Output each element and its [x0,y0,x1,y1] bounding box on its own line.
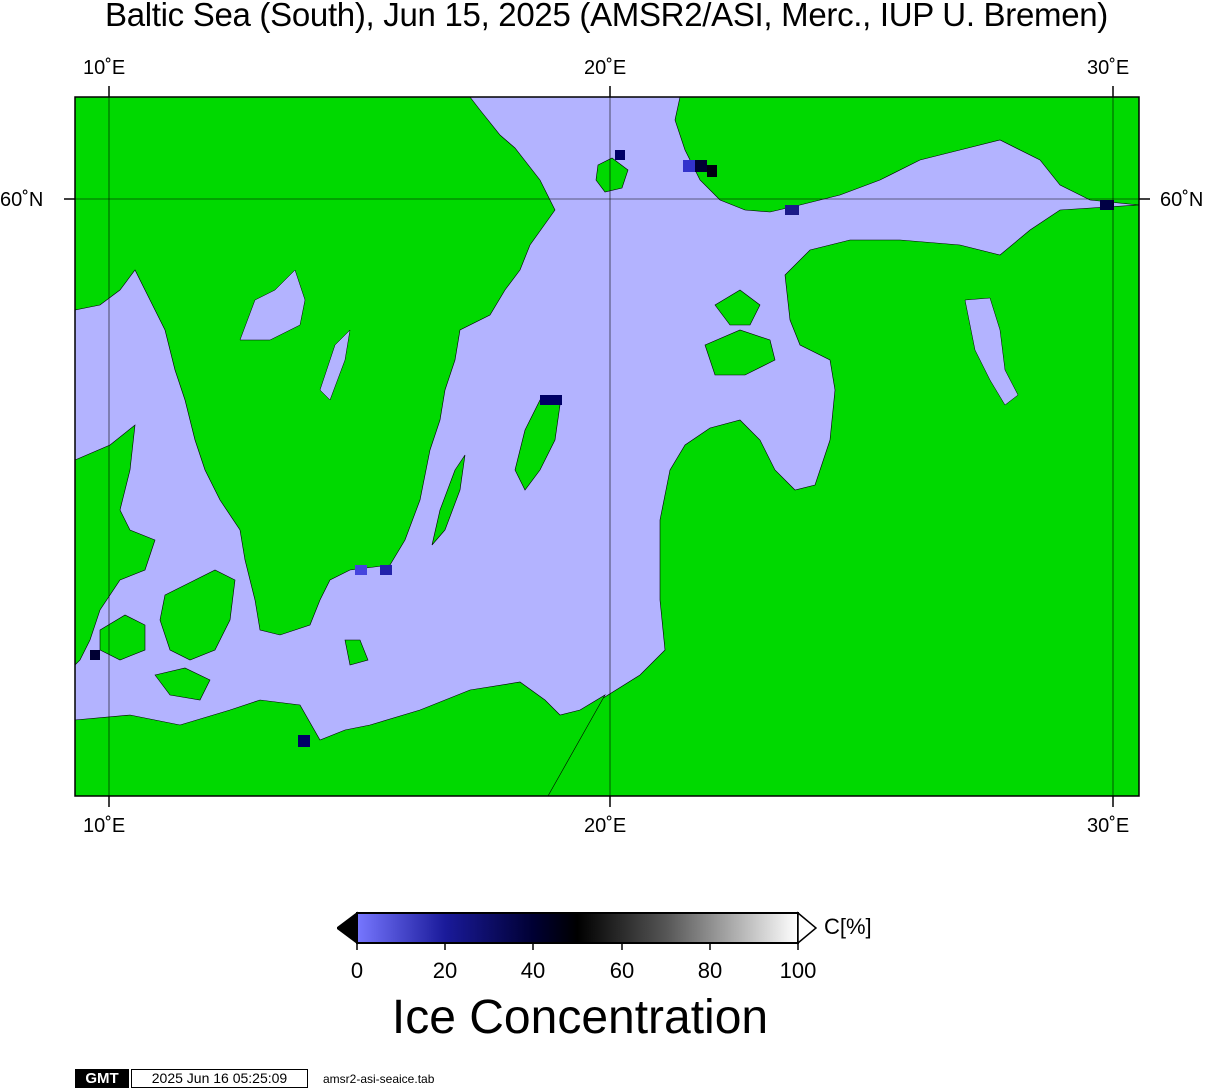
lon-label-bottom-10: 10˚E [83,815,126,837]
colorbar-tick-label: 20 [432,958,458,983]
timestamp: 2025 Jun 16 05:25:09 [131,1069,308,1088]
lon-label-top-20: 20˚E [584,57,627,79]
gmt-logo: GMT [75,1069,129,1088]
land-hiiumaa [714,289,761,326]
land-poland-germany [74,681,606,797]
axis-ticks [64,86,1150,807]
lon-label-bottom-30: 30˚E [1087,815,1130,837]
lake-vattern [319,329,351,401]
lon-label-top-30: 30˚E [1087,57,1130,79]
lat-label-right-60: 60˚N [1160,189,1204,211]
graticule [75,97,1139,796]
colorbar [337,911,817,950]
land-finland [674,96,1140,213]
colorbar-tick-label: 80 [697,958,723,983]
lake-peipus [964,297,1019,406]
lon-label-top-10: 10˚E [83,57,126,79]
land-oland [431,454,466,546]
land-scandinavia [74,96,556,636]
colorbar-high-triangle [797,911,817,945]
colorbar-ticks [356,943,799,950]
colorbar-tick-label: 60 [609,958,635,983]
colorbar-unit: C[%] [824,914,872,939]
lat-label-left-60: 60˚N [0,189,44,211]
lake-vanern [239,269,306,341]
land-gotland [514,399,561,491]
map-frame [74,96,1140,797]
colorbar-tick-label: 0 [350,958,364,983]
source-filename: amsr2-asi-seaice.tab [323,1072,435,1086]
colorbar-tick-label: 40 [520,958,546,983]
map-title: Baltic Sea (South), Jun 15, 2025 (AMSR2/… [104,0,1108,33]
land-bornholm [344,639,369,666]
colorbar-tick-label: 100 [779,958,817,983]
ice-pixels [90,150,1114,747]
colorbar-gradient [356,912,799,944]
land-saaremaa [704,329,776,376]
land-aland [595,157,629,193]
land-zealand [159,569,236,661]
lon-label-bottom-20: 20˚E [584,815,627,837]
colorbar-title: Ice Concentration [391,991,769,1044]
land-jutland [74,424,156,666]
colorbar-low-triangle [337,911,358,945]
land-lolland [154,667,211,701]
